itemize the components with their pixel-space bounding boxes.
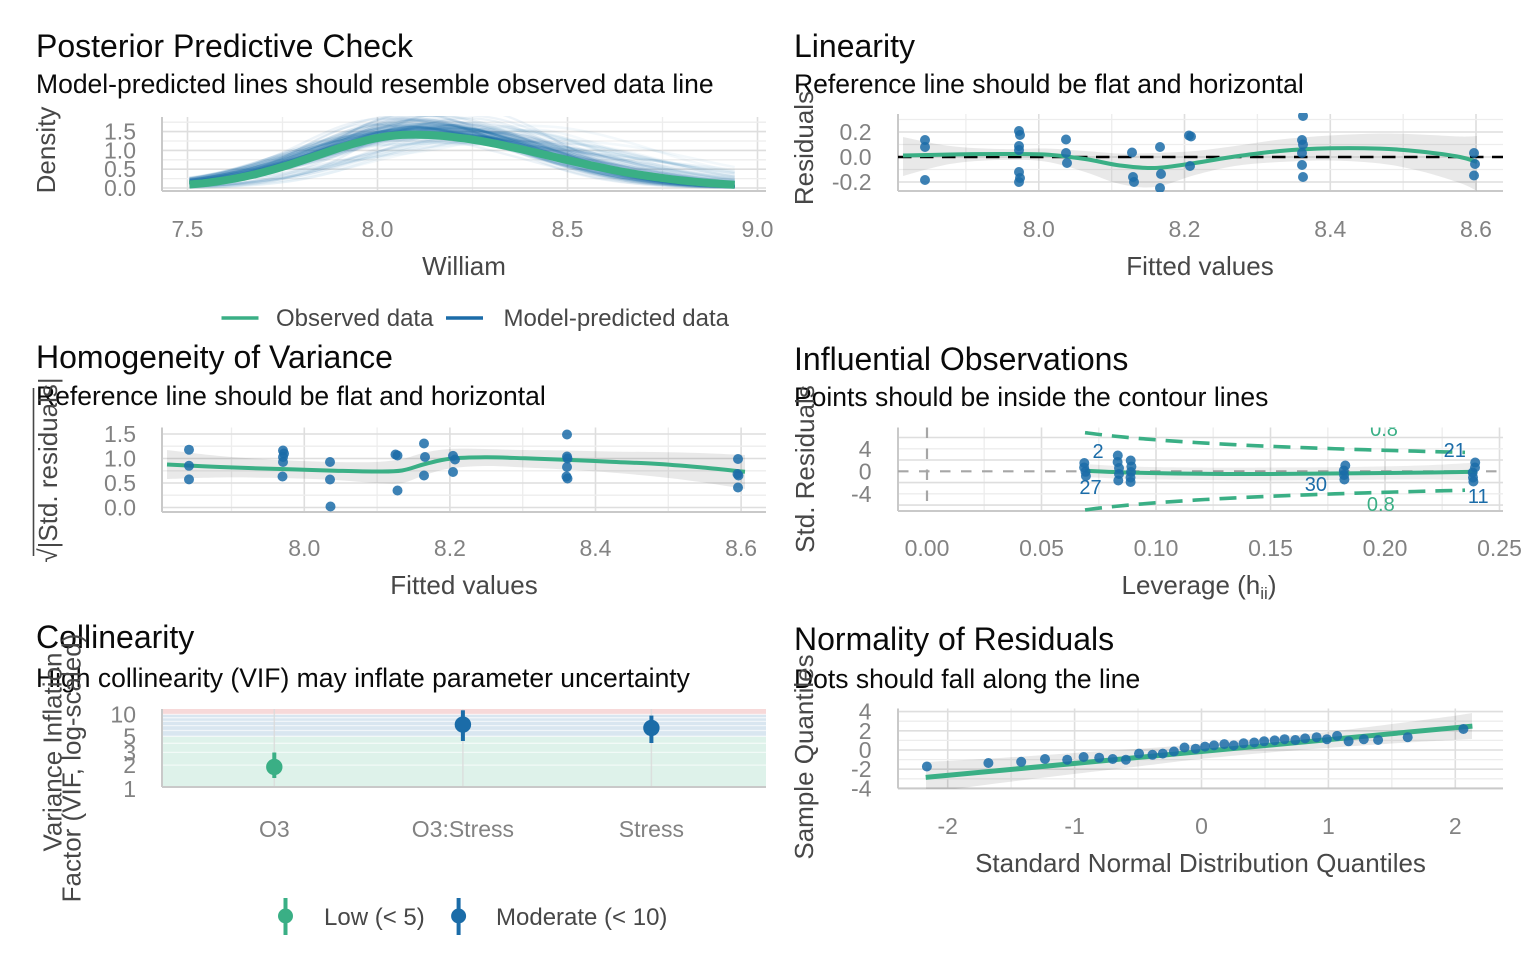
svg-text:Factor (VIF, log-scaled): Factor (VIF, log-scaled) bbox=[57, 634, 87, 903]
svg-text:0.05: 0.05 bbox=[1019, 535, 1064, 561]
svg-text:11: 11 bbox=[1468, 486, 1489, 508]
svg-text:1: 1 bbox=[123, 776, 136, 802]
svg-text:Linearity: Linearity bbox=[794, 28, 915, 64]
svg-text:Std. Residuals: Std. Residuals bbox=[790, 385, 820, 553]
svg-text:27: 27 bbox=[1079, 477, 1101, 499]
svg-text:Standard Normal Distribution Q: Standard Normal Distribution Quantiles bbox=[975, 848, 1426, 878]
svg-text:0.8: 0.8 bbox=[1370, 419, 1398, 441]
svg-text:0.15: 0.15 bbox=[1248, 535, 1293, 561]
svg-text:8.2: 8.2 bbox=[1169, 216, 1201, 242]
svg-text:Reference line should be flat: Reference line should be flat and horizo… bbox=[794, 69, 1304, 99]
svg-text:0.20: 0.20 bbox=[1363, 535, 1408, 561]
svg-text:0: 0 bbox=[859, 737, 872, 763]
svg-text:8.2: 8.2 bbox=[434, 535, 466, 561]
svg-text:Homogeneity of Variance: Homogeneity of Variance bbox=[36, 339, 393, 375]
svg-text:0: 0 bbox=[859, 458, 872, 484]
svg-text:Normality of Residuals: Normality of Residuals bbox=[794, 621, 1114, 657]
svg-text:8.4: 8.4 bbox=[580, 535, 612, 561]
svg-text:0.0: 0.0 bbox=[840, 144, 872, 170]
svg-text:Stress: Stress bbox=[619, 816, 684, 842]
svg-text:Dots should fall along the lin: Dots should fall along the line bbox=[794, 664, 1140, 694]
svg-text:0.5: 0.5 bbox=[104, 470, 136, 496]
svg-text:O3:Stress: O3:Stress bbox=[412, 816, 514, 842]
svg-text:0.2: 0.2 bbox=[840, 119, 872, 145]
svg-text:Observed data: Observed data bbox=[276, 305, 434, 332]
svg-text:Leverage (hii): Leverage (hii) bbox=[1122, 570, 1277, 603]
svg-text:2: 2 bbox=[1092, 441, 1103, 463]
svg-text:Fitted values: Fitted values bbox=[390, 570, 537, 600]
svg-text:8.0: 8.0 bbox=[288, 535, 320, 561]
svg-text:0.0: 0.0 bbox=[104, 175, 136, 201]
svg-text:Model-predicted data: Model-predicted data bbox=[504, 305, 730, 332]
svg-text:Density: Density bbox=[31, 107, 61, 194]
svg-text:0.8: 0.8 bbox=[1367, 494, 1395, 516]
svg-text:1.5: 1.5 bbox=[104, 421, 136, 447]
svg-text:8.4: 8.4 bbox=[1314, 216, 1346, 242]
svg-text:√|Std. residuals|: √|Std. residuals| bbox=[33, 377, 63, 562]
svg-text:Model-predicted lines should r: Model-predicted lines should resemble ob… bbox=[36, 69, 714, 99]
svg-text:1.5: 1.5 bbox=[104, 119, 136, 145]
svg-text:Variance Inflation: Variance Inflation bbox=[38, 653, 68, 852]
svg-text:-4: -4 bbox=[851, 481, 872, 507]
svg-text:Collinearity: Collinearity bbox=[36, 619, 194, 655]
svg-text:High collinearity (VIF) may in: High collinearity (VIF) may inflate para… bbox=[36, 663, 691, 693]
svg-text:8.6: 8.6 bbox=[1460, 216, 1492, 242]
svg-text:7.5: 7.5 bbox=[172, 216, 204, 242]
svg-text:Moderate (< 10): Moderate (< 10) bbox=[496, 904, 667, 931]
svg-text:4: 4 bbox=[859, 699, 872, 725]
svg-text:0.25: 0.25 bbox=[1477, 535, 1522, 561]
svg-text:2: 2 bbox=[1449, 813, 1462, 839]
svg-text:Posterior Predictive Check: Posterior Predictive Check bbox=[36, 28, 414, 64]
svg-text:-2: -2 bbox=[851, 756, 871, 782]
svg-text:Low (< 5): Low (< 5) bbox=[324, 904, 425, 931]
svg-text:0.5: 0.5 bbox=[104, 156, 136, 182]
svg-text:-1: -1 bbox=[1064, 813, 1084, 839]
svg-text:8.0: 8.0 bbox=[362, 216, 394, 242]
svg-text:1.0: 1.0 bbox=[104, 446, 136, 472]
svg-text:1.0: 1.0 bbox=[104, 137, 136, 163]
svg-text:Reference line should be flat: Reference line should be flat and horizo… bbox=[36, 381, 546, 411]
svg-text:William: William bbox=[422, 251, 506, 281]
svg-text:-2: -2 bbox=[937, 813, 957, 839]
svg-text:8.6: 8.6 bbox=[725, 535, 757, 561]
svg-text:0.00: 0.00 bbox=[905, 535, 950, 561]
svg-text:5: 5 bbox=[123, 723, 136, 749]
svg-text:4: 4 bbox=[859, 436, 872, 462]
svg-text:21: 21 bbox=[1444, 440, 1466, 462]
svg-text:Sample Quantiles: Sample Quantiles bbox=[789, 654, 819, 859]
svg-text:8.5: 8.5 bbox=[552, 216, 584, 242]
svg-text:-0.2: -0.2 bbox=[832, 169, 872, 195]
svg-text:0.0: 0.0 bbox=[104, 495, 136, 521]
svg-text:1: 1 bbox=[1322, 813, 1335, 839]
svg-text:Residuals: Residuals bbox=[789, 91, 819, 205]
svg-text:-4: -4 bbox=[851, 775, 872, 801]
svg-text:Influential Observations: Influential Observations bbox=[794, 341, 1128, 377]
svg-text:O3: O3 bbox=[259, 816, 290, 842]
svg-text:10: 10 bbox=[110, 701, 136, 727]
svg-text:Points should be inside the co: Points should be inside the contour line… bbox=[794, 382, 1268, 412]
svg-text:0: 0 bbox=[1195, 813, 1208, 839]
svg-text:0.10: 0.10 bbox=[1134, 535, 1179, 561]
svg-text:8.0: 8.0 bbox=[1023, 216, 1055, 242]
svg-text:2: 2 bbox=[859, 718, 872, 744]
svg-text:Fitted values: Fitted values bbox=[1126, 251, 1273, 281]
svg-text:2: 2 bbox=[123, 752, 136, 778]
svg-text:30: 30 bbox=[1305, 474, 1327, 496]
svg-text:3: 3 bbox=[123, 739, 136, 765]
svg-text:9.0: 9.0 bbox=[742, 216, 774, 242]
